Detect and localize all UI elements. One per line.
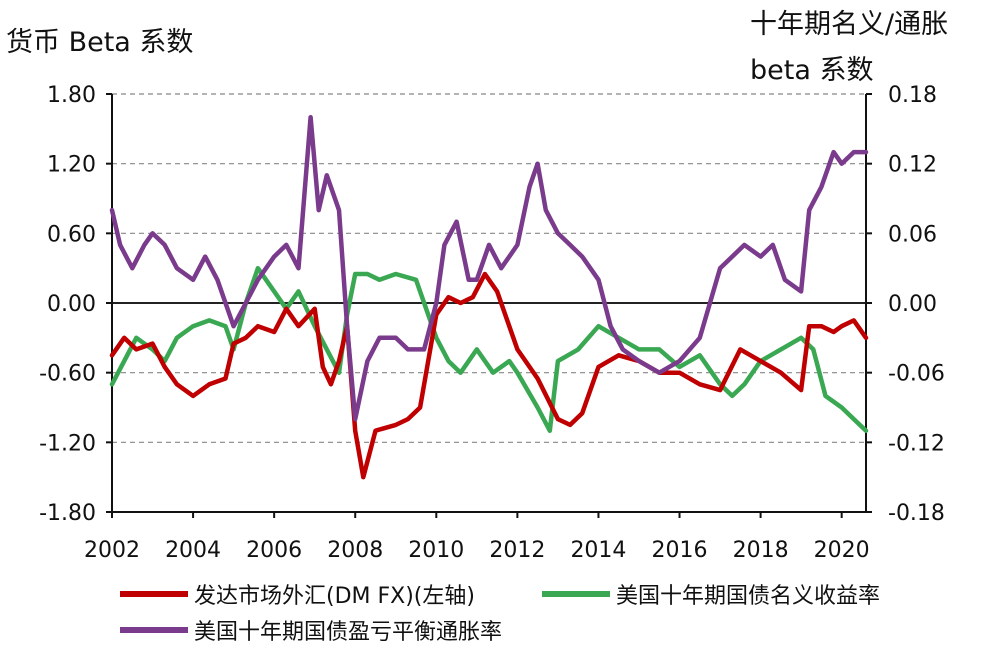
right-tick-label: -0.18 [888,501,945,526]
right-tick-label: 0.18 [888,83,937,108]
x-tick-label: 2014 [570,538,626,563]
tick-labels: 1.80 1.20 0.60 0.00 -0.60 -1.20 -1.80 0.18 0.12 0… [39,83,945,563]
right-tick-label: 0.00 [888,292,937,317]
left-tick-label: -1.20 [39,431,96,456]
legend-item-breakeven: 美国十年期国债盈亏平衡通胀率 [120,614,502,646]
legend-label-nominal-yield: 美国十年期国债名义收益率 [616,584,881,609]
legend-swatch-breakeven [120,627,188,633]
right-axis-title: 十年期名义/通胀 beta 系数 [750,2,990,94]
right-tick-label: -0.06 [888,362,945,387]
x-tick-label: 2016 [652,538,708,563]
legend-swatch-nominal-yield [542,591,610,597]
x-tick-label: 2004 [165,538,221,563]
x-tick-label: 2008 [327,538,383,563]
right-axis-title-text: 十年期名义/通胀 beta 系数 [750,9,949,86]
x-tick-label: 2002 [84,538,140,563]
x-tick-label: 2012 [489,538,545,563]
series-line-0 [109,271,869,480]
left-tick-label: 0.00 [47,292,96,317]
series-line-2 [109,114,869,422]
left-tick-label: 0.60 [47,222,96,247]
right-tick-label: 0.12 [888,153,937,178]
right-tick-label: 0.06 [888,222,937,247]
axes [106,93,872,518]
gridlines [112,93,866,513]
x-tick-label: 2010 [408,538,464,563]
x-tick-label: 2020 [814,538,870,563]
right-tick-label: -0.12 [888,431,945,456]
left-axis-title: 货币 Beta 系数 [6,27,194,58]
x-tick-label: 2018 [733,538,789,563]
left-tick-label: -0.60 [39,362,96,387]
left-tick-label: -1.80 [39,501,96,526]
left-tick-label: 1.20 [47,153,96,178]
x-tick-label: 2006 [246,538,302,563]
series-layer [109,114,869,480]
legend-label-breakeven: 美国十年期国债盈亏平衡通胀率 [194,620,503,645]
left-tick-label: 1.80 [47,83,96,108]
legend-item-dm-fx: 发达市场外汇(DM FX)(左轴) [120,578,475,610]
legend-swatch-dm-fx [120,591,188,597]
legend-label-dm-fx: 发达市场外汇(DM FX)(左轴) [194,584,475,609]
series-line-1 [109,265,869,433]
legend-item-nominal-yield: 美国十年期国债名义收益率 [542,578,880,610]
